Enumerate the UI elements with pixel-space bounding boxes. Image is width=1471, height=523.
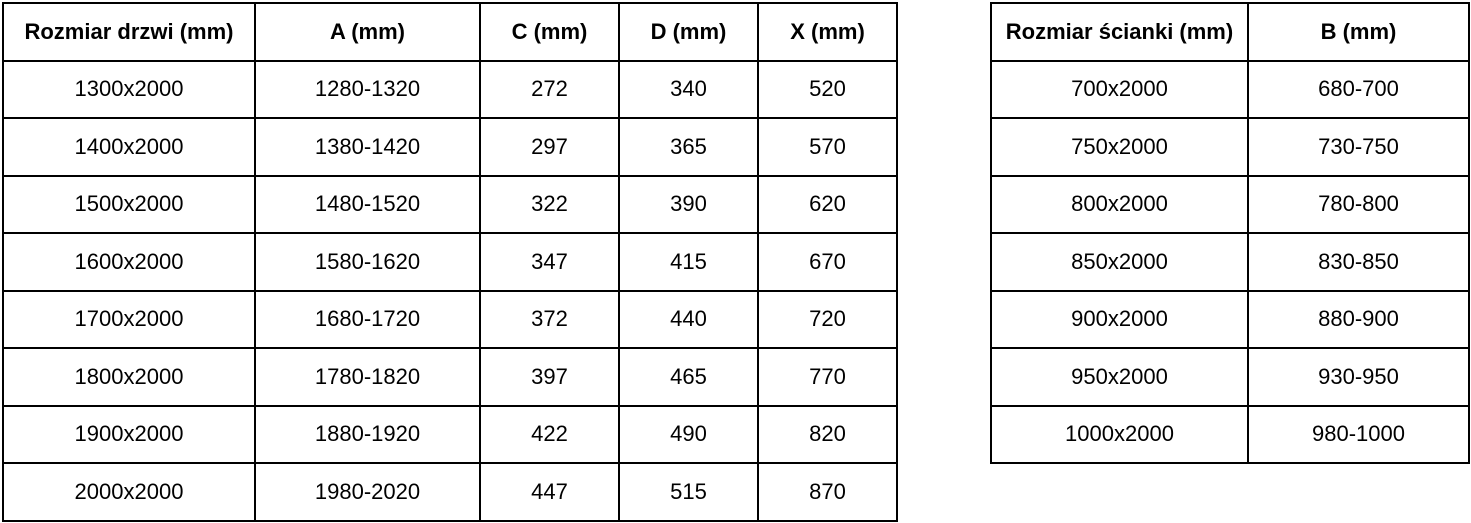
table-row: 750x2000 730-750: [990, 117, 1470, 177]
table-row: 700x2000 680-700: [990, 59, 1470, 119]
column-header-d: D (mm): [618, 2, 759, 62]
table-cell: 950x2000: [990, 347, 1249, 407]
table-cell: 700x2000: [990, 59, 1249, 119]
table-cell: 720: [757, 289, 898, 349]
table-cell: 1380-1420: [254, 117, 481, 177]
column-header-x: X (mm): [757, 2, 898, 62]
table-row: 1700x2000 1680-1720 372 440 720: [2, 289, 898, 349]
table-row: 1400x2000 1380-1420 297 365 570: [2, 117, 898, 177]
table-row: 1000x2000 980-1000: [990, 404, 1470, 464]
table-cell: 340: [618, 59, 759, 119]
table-row: 1900x2000 1880-1920 422 490 820: [2, 404, 898, 464]
table-cell: 372: [479, 289, 620, 349]
table-cell: 465: [618, 347, 759, 407]
table-row: 2000x2000 1980-2020 447 515 870: [2, 462, 898, 522]
table-row: 950x2000 930-950: [990, 347, 1470, 407]
table-cell: 980-1000: [1247, 404, 1470, 464]
table-row: 1300x2000 1280-1320 272 340 520: [2, 59, 898, 119]
table-cell: 415: [618, 232, 759, 292]
table-row: 800x2000 780-800: [990, 174, 1470, 234]
table-cell: 447: [479, 462, 620, 522]
table-cell: 1900x2000: [2, 404, 256, 464]
table-cell: 322: [479, 174, 620, 234]
table-cell: 800x2000: [990, 174, 1249, 234]
table-cell: 397: [479, 347, 620, 407]
table-row: 1800x2000 1780-1820 397 465 770: [2, 347, 898, 407]
table-cell: 515: [618, 462, 759, 522]
table-cell: 870: [757, 462, 898, 522]
table-cell: 422: [479, 404, 620, 464]
table-cell: 440: [618, 289, 759, 349]
table-cell: 1000x2000: [990, 404, 1249, 464]
table-row: 1600x2000 1580-1620 347 415 670: [2, 232, 898, 292]
table-cell: 390: [618, 174, 759, 234]
table-row: 900x2000 880-900: [990, 289, 1470, 349]
table-row: 1500x2000 1480-1520 322 390 620: [2, 174, 898, 234]
column-header-a: A (mm): [254, 2, 481, 62]
column-header-rozmiar-scianki: Rozmiar ścianki (mm): [990, 2, 1249, 62]
table-cell: 880-900: [1247, 289, 1470, 349]
table-cell: 570: [757, 117, 898, 177]
table-cell: 297: [479, 117, 620, 177]
wall-table-header-row: Rozmiar ścianki (mm) B (mm): [990, 2, 1470, 62]
table-cell: 670: [757, 232, 898, 292]
table-cell: 1800x2000: [2, 347, 256, 407]
table-row: 850x2000 830-850: [990, 232, 1470, 292]
door-table-header-row: Rozmiar drzwi (mm) A (mm) C (mm) D (mm) …: [2, 2, 898, 62]
table-cell: 1300x2000: [2, 59, 256, 119]
table-cell: 1780-1820: [254, 347, 481, 407]
table-cell: 680-700: [1247, 59, 1470, 119]
table-cell: 1980-2020: [254, 462, 481, 522]
table-cell: 347: [479, 232, 620, 292]
table-cell: 1480-1520: [254, 174, 481, 234]
table-cell: 1880-1920: [254, 404, 481, 464]
column-header-rozmiar-drzwi: Rozmiar drzwi (mm): [2, 2, 256, 62]
wall-size-table: Rozmiar ścianki (mm) B (mm) 700x2000 680…: [990, 2, 1470, 464]
table-cell: 830-850: [1247, 232, 1470, 292]
table-cell: 780-800: [1247, 174, 1470, 234]
table-cell: 820: [757, 404, 898, 464]
door-size-table: Rozmiar drzwi (mm) A (mm) C (mm) D (mm) …: [2, 2, 898, 522]
table-cell: 1600x2000: [2, 232, 256, 292]
table-cell: 365: [618, 117, 759, 177]
table-cell: 520: [757, 59, 898, 119]
table-cell: 1700x2000: [2, 289, 256, 349]
table-cell: 620: [757, 174, 898, 234]
table-cell: 1500x2000: [2, 174, 256, 234]
table-cell: 850x2000: [990, 232, 1249, 292]
table-cell: 770: [757, 347, 898, 407]
column-header-c: C (mm): [479, 2, 620, 62]
table-cell: 1680-1720: [254, 289, 481, 349]
table-cell: 1400x2000: [2, 117, 256, 177]
table-cell: 730-750: [1247, 117, 1470, 177]
column-header-b: B (mm): [1247, 2, 1470, 62]
table-cell: 2000x2000: [2, 462, 256, 522]
table-cell: 900x2000: [990, 289, 1249, 349]
table-cell: 490: [618, 404, 759, 464]
table-cell: 930-950: [1247, 347, 1470, 407]
table-cell: 1580-1620: [254, 232, 481, 292]
table-cell: 750x2000: [990, 117, 1249, 177]
table-cell: 272: [479, 59, 620, 119]
table-cell: 1280-1320: [254, 59, 481, 119]
